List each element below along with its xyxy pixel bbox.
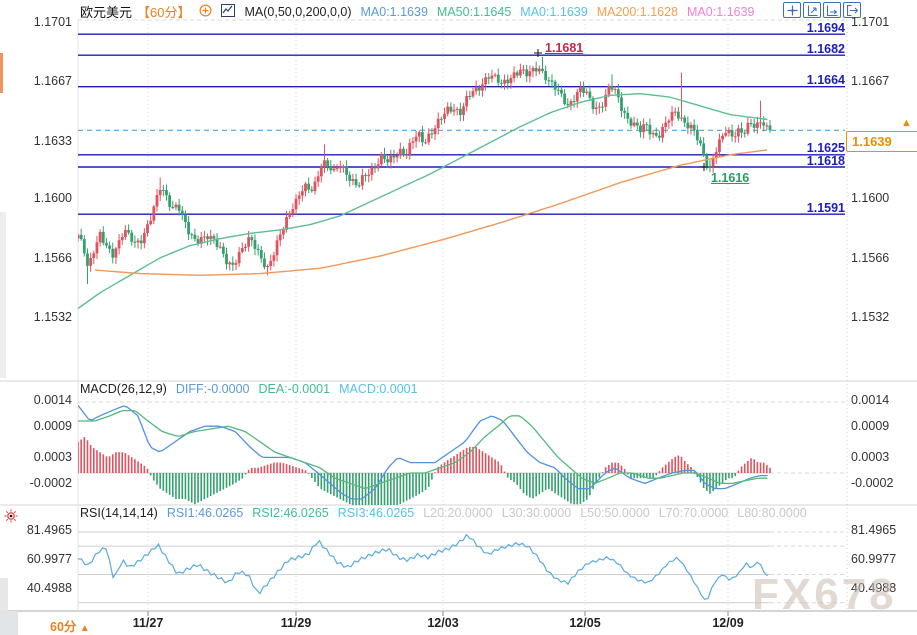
price-axis-label: 1.1701 bbox=[851, 15, 890, 29]
add-indicator-icon[interactable] bbox=[199, 3, 212, 20]
date-tick-label: 12/09 bbox=[712, 616, 744, 630]
swing-high-annotation: 1.1681 bbox=[545, 41, 584, 55]
main-chart-header: 欧元美元 【60分】 MA(0,50,0,200,0,0) MA0:1.1639… bbox=[80, 2, 754, 21]
date-tick-label: 12/03 bbox=[427, 616, 459, 630]
ma0-value-c: MA0:1.1639 bbox=[687, 4, 755, 19]
ma-chart-icon[interactable] bbox=[221, 3, 236, 20]
rsi-axis-label: 40.4988 bbox=[26, 581, 72, 595]
symbol-title: 欧元美元 bbox=[80, 5, 133, 20]
rsi-axis-label: 60.9977 bbox=[26, 552, 72, 566]
ma200-value: MA200:1.1628 bbox=[596, 4, 679, 19]
pan-crosshair-icon[interactable] bbox=[783, 2, 801, 18]
chart-toolbar bbox=[783, 2, 861, 18]
rsi2-value: RSI2:46.0265 bbox=[252, 506, 329, 520]
rsi-l30: L30:30.0000 bbox=[501, 506, 572, 520]
ma-group-label: MA(0,50,0,200,0,0) bbox=[244, 4, 352, 19]
left-edge-gray-strip bbox=[0, 212, 6, 378]
left-edge-gray-strip-lower bbox=[0, 578, 8, 611]
scale-axis-up-icon[interactable] bbox=[803, 2, 821, 18]
macd-name: MACD(26,12,9) bbox=[80, 382, 167, 396]
current-price-badge[interactable]: 1.1639 bbox=[846, 131, 917, 152]
rsi-axis-label: 40.4988 bbox=[851, 581, 897, 595]
level-label[interactable]: 1.1625 bbox=[806, 141, 845, 155]
macd-axis-label: 0.0014 bbox=[33, 393, 72, 407]
level-label[interactable]: 1.1664 bbox=[806, 73, 845, 87]
timeframe-label: 【60分】 bbox=[137, 5, 191, 20]
ma50-value: MA50:1.1645 bbox=[436, 4, 512, 19]
rsi-l80: L80:80.0000 bbox=[737, 506, 807, 520]
scale-axis-right-icon[interactable] bbox=[823, 2, 841, 18]
rsi-l50: L50:50.0000 bbox=[580, 506, 650, 520]
macd-diff-value: DIFF:-0.0000 bbox=[175, 382, 250, 396]
price-axis-label: 1.1566 bbox=[33, 251, 72, 265]
price-up-arrow-icon: ▲ bbox=[901, 117, 912, 129]
rsi-axis-label: 81.4965 bbox=[26, 523, 72, 537]
watermark: FX678 bbox=[752, 570, 897, 619]
timeframe-selector-label: 60分 bbox=[50, 620, 77, 634]
rsi3-value: RSI3:46.0265 bbox=[337, 506, 415, 520]
rsi-axis-label: 60.9977 bbox=[851, 552, 897, 566]
rsi-panel-header: RSI(14,14,14) RSI1:46.0265 RSI2:46.0265 … bbox=[80, 506, 807, 520]
macd-axis-label: 0.0014 bbox=[851, 393, 890, 407]
price-axis-label: 1.1667 bbox=[33, 74, 72, 88]
price-axis-label: 1.1701 bbox=[33, 15, 72, 29]
price-axis-label: 1.1667 bbox=[851, 74, 890, 88]
price-axis-label: 1.1600 bbox=[33, 191, 72, 205]
macd-axis-label: 0.0009 bbox=[851, 419, 890, 433]
macd-macd-value: MACD:0.0001 bbox=[339, 382, 418, 396]
date-tick-label: 12/05 bbox=[569, 616, 601, 630]
ma0-value-a: MA0:1.1639 bbox=[360, 4, 428, 19]
price-axis-label: 1.1532 bbox=[851, 310, 890, 324]
rsi-l70: L70:70.0000 bbox=[658, 506, 729, 520]
timeframe-selector[interactable]: 60分 ▲ bbox=[50, 616, 90, 635]
export-chart-icon[interactable] bbox=[843, 2, 861, 18]
date-tick-label: 11/29 bbox=[280, 616, 312, 630]
ma0-value-b: MA0:1.1639 bbox=[520, 4, 588, 19]
timeframe-up-arrow-icon: ▲ bbox=[79, 623, 90, 634]
price-axis-label: 1.1600 bbox=[851, 191, 890, 205]
rsi-indicator-icon[interactable] bbox=[4, 509, 18, 526]
price-axis-label: 1.1633 bbox=[33, 134, 72, 148]
level-label[interactable]: 1.1591 bbox=[806, 201, 845, 215]
macd-axis-label: 0.0003 bbox=[851, 450, 890, 464]
macd-axis-label: -0.0002 bbox=[29, 476, 72, 490]
macd-axis-label: -0.0002 bbox=[851, 476, 894, 490]
left-edge-orange-handle[interactable] bbox=[0, 53, 3, 93]
price-axis-label: 1.1566 bbox=[851, 251, 890, 265]
level-label[interactable]: 1.1618 bbox=[806, 154, 845, 168]
rsi-axis-label: 81.4965 bbox=[851, 523, 897, 537]
macd-dea-value: DEA:-0.0001 bbox=[258, 382, 331, 396]
level-label[interactable]: 1.1682 bbox=[806, 42, 845, 56]
rsi-name: RSI(14,14,14) bbox=[80, 506, 158, 520]
bottom-left-gray-cell bbox=[0, 611, 18, 635]
macd-axis-label: 0.0003 bbox=[33, 450, 72, 464]
date-tick-label: 11/27 bbox=[132, 616, 164, 630]
swing-low-annotation: 1.1616 bbox=[711, 171, 750, 185]
macd-panel-header: MACD(26,12,9) DIFF:-0.0000 DEA:-0.0001 M… bbox=[80, 382, 418, 396]
level-label[interactable]: 1.1694 bbox=[806, 21, 845, 35]
rsi-l20: L20:20.0000 bbox=[423, 506, 493, 520]
rsi1-value: RSI1:46.0265 bbox=[166, 506, 244, 520]
price-axis-label: 1.1532 bbox=[33, 310, 72, 324]
macd-axis-label: 0.0009 bbox=[33, 419, 72, 433]
